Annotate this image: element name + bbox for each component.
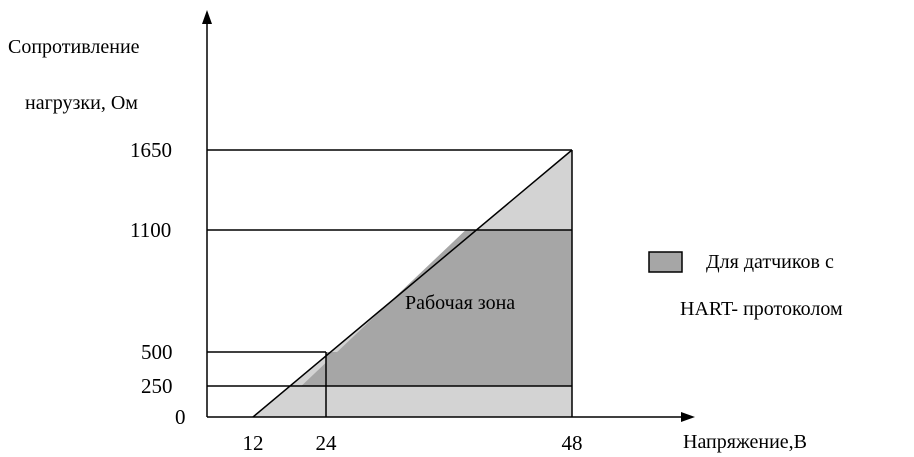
y-tick-label-0: 0 [175,405,186,429]
y-tick-label-500: 500 [141,340,173,364]
y-tick-label-250: 250 [141,374,173,398]
legend-swatch [648,251,683,273]
y-axis-title-line1: Сопротивление [8,36,140,58]
y-tick-label-1100: 1100 [130,218,171,242]
chart-lines [207,149,573,418]
legend-text-line2: HART- протоколом [680,298,843,320]
y-tick-label-1650: 1650 [130,138,172,162]
hart-zone-fill [301,230,572,386]
load-line [252,149,573,418]
x-tick-label-48: 48 [562,431,583,455]
x-axis-title: Напряжение,В [683,431,807,453]
legend-text-line1: Для датчиков с [706,251,834,273]
x-axis-arrow-icon [681,412,695,422]
y-axis-title-line2: нагрузки, Ом [25,92,138,114]
y-axis-arrow-icon [202,10,212,24]
operating-zone-label: Рабочая зона [405,292,515,314]
x-tick-label-12: 12 [243,431,264,455]
chart-axes [202,10,695,422]
x-tick-label-24: 24 [316,431,338,455]
